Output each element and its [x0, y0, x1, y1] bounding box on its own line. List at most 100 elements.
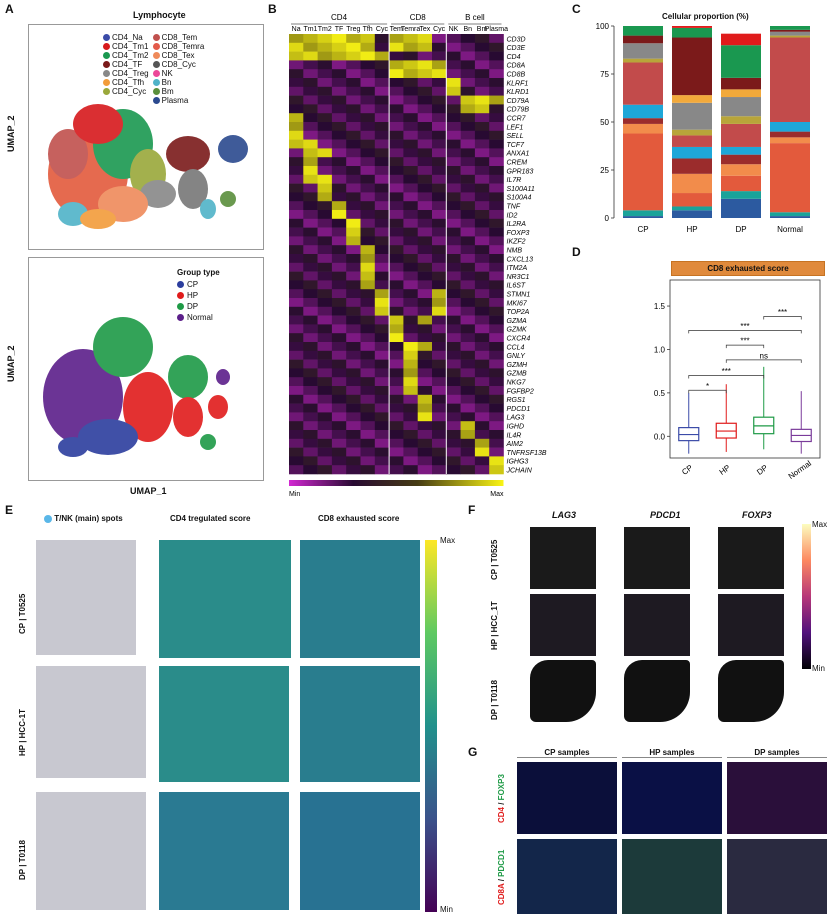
- stack-segment: [672, 158, 712, 174]
- heatmap-cell: [289, 298, 304, 308]
- heatmap-cell: [446, 298, 461, 308]
- heatmap-cell: [446, 289, 461, 299]
- heatmap-cell: [317, 104, 333, 114]
- heatmap-cell: [289, 342, 304, 352]
- heatmap-cell: [374, 271, 390, 281]
- heatmap-cell: [317, 456, 333, 466]
- heatmap-cell: [360, 280, 376, 290]
- g-row-1-label: CD4 / FOXP3: [497, 774, 506, 823]
- heatmap-cell: [446, 218, 461, 228]
- heatmap-gene-label: ANXA1: [506, 151, 530, 158]
- stack-segment: [721, 175, 761, 192]
- f-row-2: HP | HCC_1T: [490, 601, 499, 650]
- heatmap-cell: [289, 456, 304, 466]
- heatmap-cell: [389, 403, 404, 413]
- heatmap-cell: [446, 148, 461, 158]
- legend-dot-icon: [177, 281, 184, 289]
- heatmap-cell: [460, 183, 476, 193]
- x-tick-label: Normal: [787, 459, 813, 481]
- f-r1-c2: [624, 527, 690, 589]
- panel-label-d: D: [572, 245, 581, 259]
- heatmap-cell: [432, 218, 447, 228]
- legend-label: CD8_Tex: [161, 51, 195, 60]
- heatmap-cell: [446, 42, 461, 52]
- heatmap-cell: [289, 174, 304, 184]
- heatmap-col-label: Na: [292, 26, 301, 33]
- umap-legend-item: CD4_Na: [103, 33, 149, 42]
- heatmap-cell: [317, 271, 333, 281]
- heatmap-cell: [460, 227, 476, 237]
- heatmap-cell: [489, 342, 504, 352]
- heatmap-cell: [303, 377, 318, 387]
- heatmap-cell: [432, 289, 447, 299]
- heatmap-cell: [432, 78, 447, 88]
- heatmap-cell: [360, 95, 376, 105]
- heatmap-cell: [446, 412, 461, 422]
- heatmap-cell: [489, 95, 504, 105]
- heatmap-cell: [389, 306, 404, 316]
- stack-segment: [721, 97, 761, 117]
- heatmap-cell: [346, 210, 361, 220]
- heatmap-cell: [403, 403, 418, 413]
- heatmap-colorbar: [289, 480, 504, 486]
- heatmap-cell: [303, 104, 318, 114]
- heatmap-cell: [331, 183, 347, 193]
- heatmap-cell: [303, 42, 318, 52]
- heatmap-cell: [331, 166, 347, 176]
- heatmap-cell: [489, 69, 504, 79]
- e-r2-c1: [36, 666, 146, 778]
- heatmap-cell: [374, 465, 390, 475]
- heatmap-cell: [331, 280, 347, 290]
- heatmap-gene-label: RGS1: [507, 397, 526, 404]
- heatmap-cell: [360, 394, 376, 404]
- heatmap-cell: [474, 192, 490, 202]
- legend-dot-icon: [152, 88, 160, 96]
- heatmap-cell: [331, 139, 347, 149]
- heatmap-cell: [346, 421, 361, 431]
- umap-legend-item: CD4_TF: [103, 60, 149, 69]
- heatmap-cell: [432, 421, 447, 431]
- heatmap-gene-label: CD4: [507, 54, 521, 61]
- heatmap-cell: [446, 438, 461, 448]
- heatmap-cell: [317, 368, 333, 378]
- heatmap-cell: [432, 113, 447, 123]
- stack-segment: [721, 45, 761, 78]
- heatmap-cell: [389, 359, 404, 369]
- heatmap-cell: [432, 359, 447, 369]
- heatmap-cell: [474, 166, 490, 176]
- heatmap-cell: [346, 403, 361, 413]
- heatmap-cell: [346, 324, 361, 334]
- heatmap-cell: [432, 465, 447, 475]
- heatmap-cell: [374, 368, 390, 378]
- stack-segment: [623, 35, 663, 44]
- legend-dot-icon: [103, 52, 110, 60]
- heatmap-cell: [432, 122, 447, 132]
- heatmap-cell: [489, 298, 504, 308]
- heatmap-cell: [289, 104, 304, 114]
- heatmap-cell: [474, 456, 490, 466]
- heatmap-cell: [346, 306, 361, 316]
- heatmap-cell: [317, 245, 333, 255]
- heatmap-cell: [417, 421, 433, 431]
- heatmap-cell: [374, 315, 390, 325]
- heatmap-cell: [417, 166, 433, 176]
- heatmap-cell: [317, 113, 333, 123]
- heatmap-cell: [360, 42, 376, 52]
- heatmap-cell: [346, 315, 361, 325]
- heatmap-cell: [489, 350, 504, 360]
- heatmap-cell: [417, 324, 433, 334]
- heatmap-cell: [374, 69, 390, 79]
- heatmap-cell: [303, 174, 318, 184]
- heatmap-cell: [489, 412, 504, 422]
- heatmap-cell: [331, 130, 347, 140]
- heatmap-cell: [360, 333, 376, 343]
- heatmap-cell: [331, 174, 347, 184]
- heatmap-cell: [360, 438, 376, 448]
- heatmap-gene-label: CXCL13: [507, 256, 534, 263]
- heatmap-cell: [303, 359, 318, 369]
- heatmap-cell: [331, 368, 347, 378]
- heatmap-cell: [403, 34, 418, 44]
- stack-segment: [721, 89, 761, 98]
- heatmap-cell: [417, 183, 433, 193]
- panel-label-c: C: [572, 2, 581, 16]
